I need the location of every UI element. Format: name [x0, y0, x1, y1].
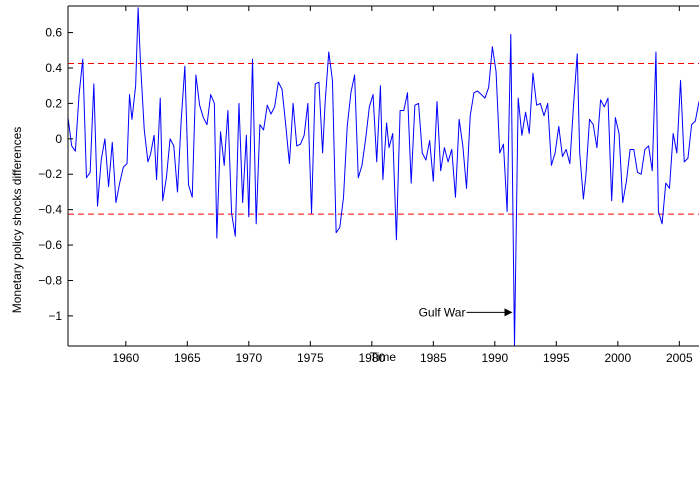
x-tick-label: 1960: [112, 351, 139, 365]
x-tick-label: 2000: [604, 351, 631, 365]
y-tick-label: 0.6: [45, 26, 62, 40]
x-tick-label: 1975: [297, 351, 324, 365]
y-tick-label: 0: [55, 132, 62, 146]
axes: [67, 5, 699, 347]
y-axis-label: Monetary policy shocks differences: [10, 127, 24, 314]
y-tick-label: 0.4: [45, 61, 62, 75]
x-tick-label: 1995: [543, 351, 570, 365]
y-tick-label: −0.6: [38, 238, 62, 252]
y-tick-label: −0.2: [38, 167, 62, 181]
x-tick-label: 1985: [420, 351, 447, 365]
reference-lines: [68, 63, 699, 215]
x-tick-label: 1980: [358, 351, 385, 365]
annotations: Gulf War: [419, 305, 513, 319]
x-axis-label: Time: [370, 350, 397, 364]
x-tick-label: 1965: [174, 351, 201, 365]
y-tick-label: −1: [48, 309, 62, 323]
plot-area: [68, 6, 699, 435]
x-tick-label: 1970: [235, 351, 262, 365]
x-tick-label: 2005: [666, 351, 693, 365]
ticks: 1960 1965 1970 1975 1980 1985 1990 1995 2000 2005…: [38, 6, 693, 365]
series-line: [68, 7, 699, 347]
y-tick-label: 0.2: [45, 96, 62, 110]
x-tick-label: 1990: [481, 351, 508, 365]
series-layer: [68, 7, 699, 347]
y-tick-label: −0.4: [38, 203, 62, 217]
annotation-label: Gulf War: [419, 305, 466, 319]
y-tick-label: −0.8: [38, 273, 62, 287]
